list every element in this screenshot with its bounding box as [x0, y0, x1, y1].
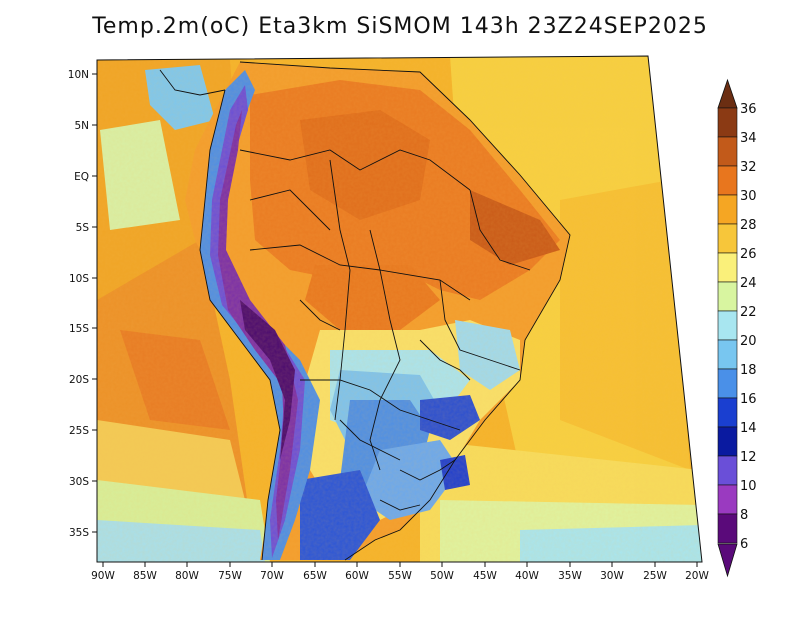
colorbar-label: 20 — [740, 334, 757, 349]
lon-label: 85W — [133, 570, 157, 582]
colorbar-label: 16 — [740, 392, 757, 407]
lon-label: 65W — [303, 570, 327, 582]
colorbar-label: 36 — [740, 102, 757, 117]
lat-label: 10S — [69, 273, 89, 285]
longitude-axis: 90W 85W 80W 75W 70W 65W 60W 55W 50W 45W … — [91, 562, 709, 582]
lon-label: 45W — [473, 570, 497, 582]
lat-label: 5N — [74, 120, 89, 132]
lat-label: 25S — [69, 425, 89, 437]
colorbar-label: 10 — [740, 479, 757, 494]
colorbar-cell — [717, 165, 738, 196]
colorbar-cell — [717, 426, 738, 457]
lat-label: 10N — [68, 69, 89, 81]
colorbar-label: 32 — [740, 160, 757, 175]
lon-label: 55W — [388, 570, 412, 582]
lon-label: 20W — [685, 570, 709, 582]
colorbar-cell — [717, 223, 738, 254]
lon-label: 60W — [345, 570, 369, 582]
colorbar-cell — [717, 310, 738, 341]
political-borders — [159, 61, 571, 561]
colorbar-label: 28 — [740, 218, 757, 233]
colorbar-label: 6 — [740, 537, 748, 552]
colorbar: 36 34 32 30 28 26 24 22 20 18 16 14 12 10 8 6 — [717, 78, 757, 578]
colorbar-bottom-arrow — [717, 543, 738, 578]
colorbar-label: 12 — [740, 450, 757, 465]
lon-label: 75W — [218, 570, 242, 582]
colorbar-cell — [717, 252, 738, 283]
colorbar-label: 22 — [740, 305, 757, 320]
colorbar-label: 8 — [740, 508, 748, 523]
lon-label: 35W — [558, 570, 582, 582]
lon-label: 25W — [643, 570, 667, 582]
lon-label: 80W — [175, 570, 199, 582]
lat-label: 30S — [69, 476, 89, 488]
colorbar-label: 26 — [740, 247, 757, 262]
lat-label: 35S — [69, 527, 89, 539]
lon-label: 70W — [260, 570, 284, 582]
colorbar-cell — [717, 368, 738, 399]
colorbar-cell — [717, 484, 738, 515]
colorbar-label: 24 — [740, 276, 757, 291]
colorbar-cell — [717, 397, 738, 428]
lat-label: 20S — [69, 374, 89, 386]
colorbar-top-arrow — [717, 78, 738, 109]
lon-label: 40W — [515, 570, 539, 582]
lon-label: 30W — [600, 570, 624, 582]
colorbar-cell — [717, 281, 738, 312]
colorbar-cell — [717, 136, 738, 167]
colorbar-label: 18 — [740, 363, 757, 378]
colorbar-cell — [717, 455, 738, 486]
lon-label: 50W — [430, 570, 454, 582]
lat-label: 15S — [69, 323, 89, 335]
colorbar-cell — [717, 107, 738, 138]
colorbar-label: 30 — [740, 189, 757, 204]
map-frame — [96, 55, 703, 563]
lon-label: 90W — [91, 570, 115, 582]
colorbar-label: 34 — [740, 131, 757, 146]
latitude-axis: 10N 5N EQ 5S 10S 15S 20S 25S 30S 35S — [68, 69, 97, 539]
colorbar-cell — [717, 339, 738, 370]
colorbar-label: 14 — [740, 421, 757, 436]
lat-label: 5S — [76, 222, 90, 234]
colorbar-cell — [717, 513, 738, 544]
temperature-field — [97, 56, 702, 562]
map-title: Temp.2m(oC) Eta3km SiSMOM 143h 23Z24SEP2… — [92, 14, 708, 39]
lat-label: EQ — [74, 171, 89, 183]
colorbar-cell — [717, 194, 738, 225]
